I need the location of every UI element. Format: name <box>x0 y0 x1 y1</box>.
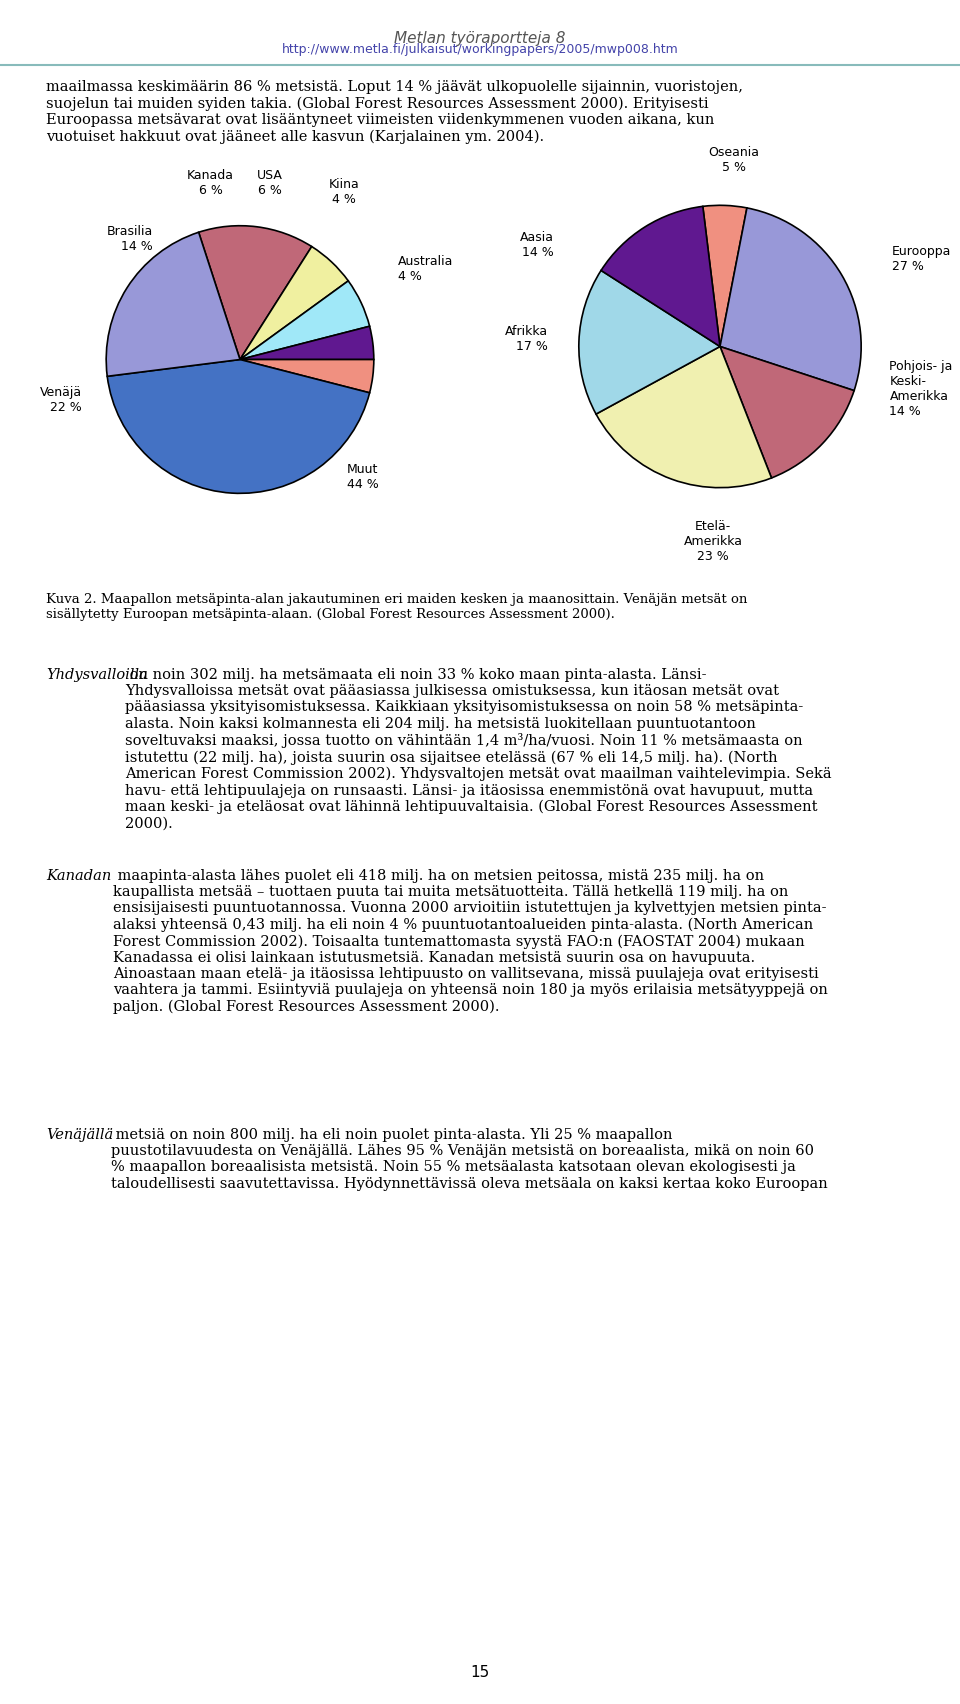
Wedge shape <box>240 281 370 360</box>
Text: Eurooppa
27 %: Eurooppa 27 % <box>892 245 951 273</box>
Wedge shape <box>240 360 373 394</box>
Wedge shape <box>720 346 854 477</box>
Text: Yhdysvalloilla: Yhdysvalloilla <box>46 668 148 682</box>
Wedge shape <box>601 206 720 346</box>
Text: metsiä on noin 800 milj. ha eli noin puolet pinta-alasta. Yli 25 % maapallon
puu: metsiä on noin 800 milj. ha eli noin puo… <box>111 1128 828 1191</box>
Text: Venäjällä: Venäjällä <box>46 1128 113 1142</box>
Wedge shape <box>240 325 373 360</box>
Wedge shape <box>720 208 861 390</box>
Wedge shape <box>199 225 312 360</box>
Wedge shape <box>107 232 240 377</box>
Text: Muut
44 %: Muut 44 % <box>348 463 379 491</box>
Text: Venäjä
22 %: Venäjä 22 % <box>40 385 83 414</box>
Text: Oseania
5 %: Oseania 5 % <box>708 147 759 174</box>
Text: Kanada
6 %: Kanada 6 % <box>187 169 234 198</box>
Text: Kanadan: Kanadan <box>46 869 111 883</box>
Wedge shape <box>703 204 747 346</box>
Text: USA
6 %: USA 6 % <box>256 169 282 198</box>
Text: maailmassa keskimäärin 86 % metsistä. Loput 14 % jäävät ulkopuolelle sijainnin, : maailmassa keskimäärin 86 % metsistä. Lo… <box>46 80 743 143</box>
Text: Pohjois- ja
Keski-
Amerikka
14 %: Pohjois- ja Keski- Amerikka 14 % <box>889 360 952 417</box>
Text: Metlan työraportteja 8: Metlan työraportteja 8 <box>395 31 565 46</box>
Text: Etelä-
Amerikka
23 %: Etelä- Amerikka 23 % <box>684 520 742 562</box>
Text: on noin 302 milj. ha metsämaata eli noin 33 % koko maan pinta-alasta. Länsi-
Yhd: on noin 302 milj. ha metsämaata eli noin… <box>125 668 831 830</box>
Text: Brasilia
14 %: Brasilia 14 % <box>107 225 153 254</box>
Wedge shape <box>596 346 772 487</box>
Text: maapinta-alasta lähes puolet eli 418 milj. ha on metsien peitossa, mistä 235 mil: maapinta-alasta lähes puolet eli 418 mil… <box>113 869 828 1014</box>
Text: Kuva 2. Maapallon metsäpinta-alan jakautuminen eri maiden kesken ja maanosittain: Kuva 2. Maapallon metsäpinta-alan jakaut… <box>46 593 748 620</box>
Text: http://www.metla.fi/julkaisut/workingpapers/2005/mwp008.htm: http://www.metla.fi/julkaisut/workingpap… <box>281 43 679 56</box>
Text: Australia
4 %: Australia 4 % <box>397 254 453 283</box>
Wedge shape <box>240 247 348 360</box>
Text: Kiina
4 %: Kiina 4 % <box>329 179 360 206</box>
Wedge shape <box>108 360 370 494</box>
Wedge shape <box>579 271 720 414</box>
Text: 15: 15 <box>470 1665 490 1680</box>
Text: Afrikka
17 %: Afrikka 17 % <box>505 325 548 353</box>
Text: Aasia
14 %: Aasia 14 % <box>519 230 553 259</box>
